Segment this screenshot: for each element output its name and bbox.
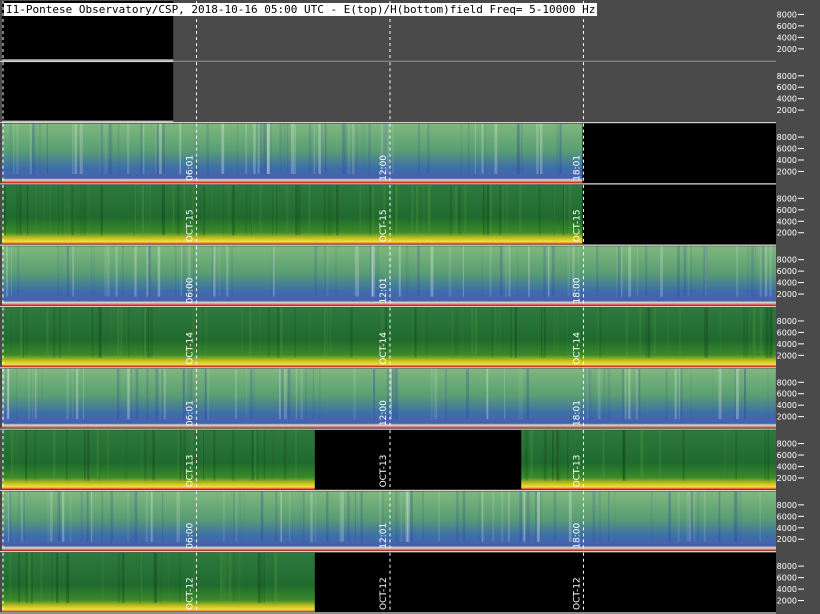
y-tick-label: 4000	[777, 156, 797, 165]
hour-label: 06:01	[186, 155, 196, 181]
y-tick-label: 2000	[777, 351, 797, 360]
y-tick-label: 6000	[777, 574, 797, 583]
y-tick-label: 4000	[777, 217, 797, 226]
y-tick-label: 2000	[777, 106, 797, 115]
y-tick-label: 8000	[777, 133, 797, 142]
y-tick-label: 8000	[777, 194, 797, 203]
y-tick-label: 4000	[777, 524, 797, 533]
hour-label: OCT-13	[573, 455, 583, 488]
spectrogram-data	[2, 307, 776, 367]
y-tick-label: 2000	[777, 413, 797, 422]
hour-label: 18:01	[573, 155, 583, 181]
strip-oct-15-h: OCT-15 OCT-15 OCT-15 2000 4000 6000 8000	[0, 184, 804, 246]
strip-oct-15-e: 06:01 12:00 18:01 2000 4000 6000 8000	[0, 123, 804, 185]
hour-label: OCT-15	[379, 209, 389, 242]
hour-label: 12:00	[379, 155, 389, 181]
y-tick-label: 8000	[777, 562, 797, 571]
hour-label: OCT-12	[573, 577, 583, 610]
y-tick-label: 8000	[777, 10, 797, 19]
hour-label: OCT-14	[186, 332, 196, 365]
hour-label: 06:01	[186, 400, 196, 426]
y-tick-label: 6000	[777, 451, 797, 460]
y-tick-label: 4000	[777, 340, 797, 349]
y-tick-label: 4000	[777, 279, 797, 288]
y-tick-label: 8000	[777, 72, 797, 81]
y-tick-label: 8000	[777, 317, 797, 326]
y-tick-label: 6000	[777, 22, 797, 31]
hour-label: 18:01	[573, 400, 583, 426]
y-tick-label: 6000	[777, 512, 797, 521]
spectrogram-data	[2, 491, 776, 551]
y-tick-label: 8000	[777, 501, 797, 510]
y-tick-label: 2000	[777, 229, 797, 238]
empty-region	[173, 61, 776, 123]
y-tick-label: 2000	[777, 474, 797, 483]
y-tick-label: 8000	[777, 440, 797, 449]
hour-label: OCT-15	[186, 209, 196, 242]
strip-oct-12-h: OCT-12 OCT-12 OCT-12 2000 4000 6000 8000	[0, 552, 804, 614]
hour-label: OCT-12	[186, 577, 196, 610]
hour-label: OCT-14	[573, 332, 583, 365]
y-tick-label: 6000	[777, 145, 797, 154]
y-tick-label: 4000	[777, 33, 797, 42]
y-tick-label: 4000	[777, 401, 797, 410]
strip-oct-16-h: 2000 4000 6000 8000	[0, 61, 804, 123]
hour-label: 06:00	[186, 522, 196, 548]
y-tick-label: 4000	[777, 462, 797, 471]
chart-title: I1-Pontese Observatory/CSP, 2018-10-16 0…	[4, 3, 598, 16]
strip-oct-13-h: OCT-13 OCT-13 OCT-13 2000 4000 6000 8000	[0, 430, 804, 491]
y-tick-label: 2000	[777, 167, 797, 176]
y-tick-label: 2000	[777, 45, 797, 54]
hour-label: 12:01	[379, 278, 389, 304]
y-tick-label: 6000	[777, 267, 797, 276]
data-gap	[314, 430, 522, 490]
hour-label: OCT-15	[573, 209, 583, 242]
hour-label: 12:01	[379, 523, 389, 549]
data-gap	[314, 552, 776, 612]
hour-label: 06:00	[186, 277, 196, 303]
y-tick-label: 6000	[777, 206, 797, 215]
hour-label: 18:00	[573, 522, 583, 548]
spectrogram-data	[2, 123, 583, 183]
y-tick-label: 4000	[777, 585, 797, 594]
y-tick-label: 8000	[777, 256, 797, 265]
y-tick-label: 8000	[777, 378, 797, 387]
hour-label: 12:00	[379, 400, 389, 426]
strip-oct-12-e: 06:00 12:01 18:00 2000 4000 6000 8000	[0, 491, 804, 553]
strip-oct-14-e: 06:00 12:01 18:00 2000 4000 6000 8000	[0, 246, 804, 307]
spectrogram-data	[2, 368, 776, 429]
hour-label: OCT-13	[186, 455, 196, 488]
y-tick-label: 2000	[777, 535, 797, 544]
strip-oct-13-e: 06:01 12:00 18:01 2000 4000 6000 8000	[0, 368, 804, 430]
strip-oct-14-h: OCT-14 OCT-14 OCT-14 2000 4000 6000 8000	[0, 307, 804, 369]
hour-label: OCT-13	[379, 455, 389, 488]
spectrogram-data	[2, 184, 583, 245]
y-tick-label: 6000	[777, 390, 797, 399]
spectrogram-data	[2, 246, 776, 306]
hour-label: OCT-12	[379, 577, 389, 610]
y-tick-label: 2000	[777, 597, 797, 606]
y-tick-label: 6000	[777, 328, 797, 337]
y-tick-label: 2000	[777, 290, 797, 299]
y-tick-label: 6000	[777, 83, 797, 92]
hour-label: 18:00	[573, 277, 583, 303]
y-tick-label: 4000	[777, 95, 797, 104]
hour-label: OCT-14	[379, 332, 389, 365]
